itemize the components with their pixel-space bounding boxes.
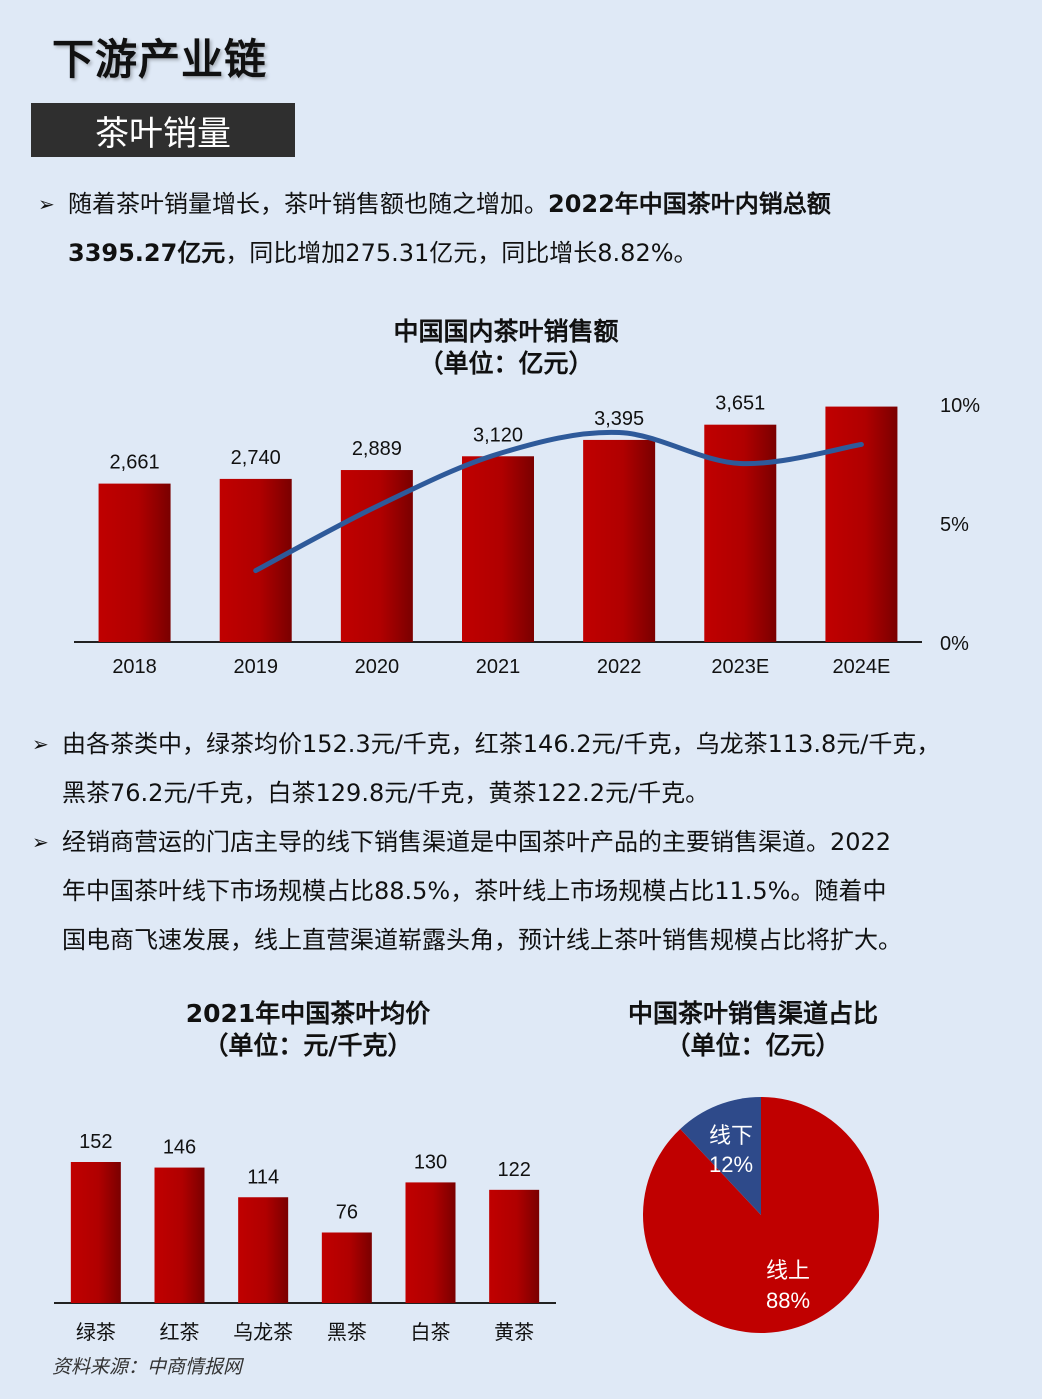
data-label: 2,740 [231, 447, 281, 469]
bullet-text-segment: 2022年中国茶叶内销总额 [548, 190, 831, 218]
bullet-text-segment: 黑茶76.2元/千克，白茶129.8元/千克，黄茶122.2元/千克。 [62, 779, 710, 807]
data-label: 2,661 [110, 452, 160, 474]
channel-chart-subtitle: （单位：亿元） [665, 1031, 841, 1060]
price-chart-title: 2021年中国茶叶均价 （单位：元/千克） [108, 998, 508, 1062]
x-tick-label: 2022 [597, 656, 642, 678]
bar [98, 483, 171, 642]
price-chart: 152 绿茶 146 红茶 114 乌龙茶 76 黑茶 130 白茶 122 黄茶 [54, 1131, 556, 1344]
data-label: 3,955 [836, 395, 886, 397]
data-label: 114 [247, 1166, 279, 1188]
pie-slice-label: 线上 [766, 1258, 810, 1283]
bullet-line: 随着茶叶销量增长，茶叶销售额也随之增加。2022年中国茶叶内销总额 [68, 180, 831, 229]
price-chart-subtitle: （单位：元/千克） [203, 1031, 413, 1060]
price-chart-title-text: 2021年中国茶叶均价 [185, 999, 431, 1028]
x-tick-label: 绿茶 [76, 1321, 116, 1344]
bar [340, 470, 413, 642]
pie-slice-pct: 88% [766, 1288, 810, 1313]
arrow-bullet-icon: ➢ [32, 830, 49, 854]
bar [219, 478, 292, 642]
bullet-text-segment: 年中国茶叶线下市场规模占比88.5%，茶叶线上市场规模占比11.5%。随着中 [62, 877, 887, 905]
bullet-line: 黑茶76.2元/千克，白茶129.8元/千克，黄茶122.2元/千克。 [62, 769, 940, 818]
bar [405, 1182, 456, 1303]
bar [70, 1162, 121, 1303]
x-tick-label: 2023E [711, 656, 769, 678]
x-tick-label: 红茶 [160, 1321, 200, 1344]
bullet-paragraph: ➢ 随着茶叶销量增长，茶叶销售额也随之增加。2022年中国茶叶内销总额 3395.2… [38, 180, 1018, 280]
channel-chart-title: 中国茶叶销售渠道占比 （单位：亿元） [553, 998, 953, 1062]
channel-pie-chart: 线下 12% 线上 88% [643, 1097, 879, 1333]
data-label: 130 [414, 1151, 447, 1173]
sales-chart-subtitle: （单位：亿元） [418, 349, 594, 378]
arrow-bullet-icon: ➢ [32, 732, 49, 756]
x-tick-label: 2024E [833, 656, 891, 678]
x-tick-label: 2018 [112, 656, 157, 678]
bullet-text-segment: 由各茶类中，绿茶均价152.3元/千克，红茶146.2元/千克，乌龙茶113.8… [62, 730, 941, 758]
bullet-text-segment: 3395.27亿元 [68, 239, 226, 267]
y2-tick-label: 10% [940, 395, 980, 417]
bullet-text-segment: 经销商营运的门店主导的线下销售渠道是中国茶叶产品的主要销售渠道。2022 [62, 828, 892, 856]
growth-line-series [253, 429, 864, 574]
bullet-line: 经销商营运的门店主导的线下销售渠道是中国茶叶产品的主要销售渠道。2022 [62, 818, 902, 867]
pie-slice [680, 1097, 761, 1215]
bar [238, 1197, 289, 1303]
bullet-line: 国电商飞速发展，线上直营渠道崭露头角，预计线上茶叶销售规模占比将扩大。 [62, 916, 902, 965]
bullet-text-segment: 随着茶叶销量增长，茶叶销售额也随之增加。 [68, 190, 548, 218]
bullet-line: 由各茶类中，绿茶均价152.3元/千克，红茶146.2元/千克，乌龙茶113.8… [62, 720, 940, 769]
x-tick-label: 白茶 [411, 1321, 451, 1344]
bar [825, 406, 898, 642]
x-tick-label: 2020 [355, 656, 400, 678]
bar [489, 1189, 540, 1303]
data-label: 3,120 [473, 424, 523, 446]
pie-slice-pct: 12% [709, 1152, 753, 1177]
data-label: 146 [163, 1137, 196, 1159]
channel-chart-title-text: 中国茶叶销售渠道占比 [627, 999, 878, 1028]
data-label: 152 [79, 1131, 112, 1153]
x-tick-label: 黄茶 [494, 1321, 534, 1344]
bar [462, 456, 534, 642]
x-tick-label: 2021 [476, 656, 521, 678]
data-label: 2,889 [352, 438, 402, 460]
x-tick-label: 乌龙茶 [233, 1321, 293, 1344]
x-tick-label: 2019 [233, 656, 278, 678]
data-label: 76 [336, 1202, 358, 1224]
bullet-line: 年中国茶叶线下市场规模占比88.5%，茶叶线上市场规模占比11.5%。随着中 [62, 867, 902, 916]
data-label: 3,651 [715, 395, 765, 415]
page-title: 下游产业链 [52, 35, 268, 84]
y2-tick-label: 5% [940, 514, 969, 536]
source-note: 资料来源：中商情报网 [52, 1356, 243, 1378]
bullet-line: 3395.27亿元，同比增加275.31亿元，同比增长8.82%。 [68, 229, 831, 278]
bar [154, 1167, 205, 1303]
bullet-text-segment: 国电商飞速发展，线上直营渠道崭露头角，预计线上茶叶销售规模占比将扩大。 [62, 926, 902, 954]
bar [321, 1232, 372, 1303]
data-label: 122 [497, 1159, 530, 1181]
bullet-text-segment: ，同比增加275.31亿元，同比增长8.82%。 [225, 239, 698, 267]
arrow-bullet-icon: ➢ [38, 192, 55, 216]
bullet-paragraph: ➢ 由各茶类中，绿茶均价152.3元/千克，红茶146.2元/千克，乌龙茶113.… [32, 720, 1022, 820]
y2-tick-label: 0% [940, 633, 969, 655]
pie-slice-label: 线下 [709, 1123, 753, 1148]
sales-chart-title: 中国国内茶叶销售额 （单位：亿元） [306, 316, 706, 380]
section-title: 茶叶销量 [31, 103, 295, 157]
data-label: 3,395 [594, 408, 644, 430]
x-tick-label: 黑茶 [327, 1321, 367, 1344]
bar [583, 439, 656, 642]
bullet-paragraph: ➢ 经销商营运的门店主导的线下销售渠道是中国茶叶产品的主要销售渠道。2022 年中国… [32, 818, 1022, 968]
sales-chart: 2,661 2018 2,740 2019 2,889 2020 3,120 2021 3,39… [74, 395, 980, 678]
sales-chart-title-text: 中国国内茶叶销售额 [393, 317, 619, 346]
